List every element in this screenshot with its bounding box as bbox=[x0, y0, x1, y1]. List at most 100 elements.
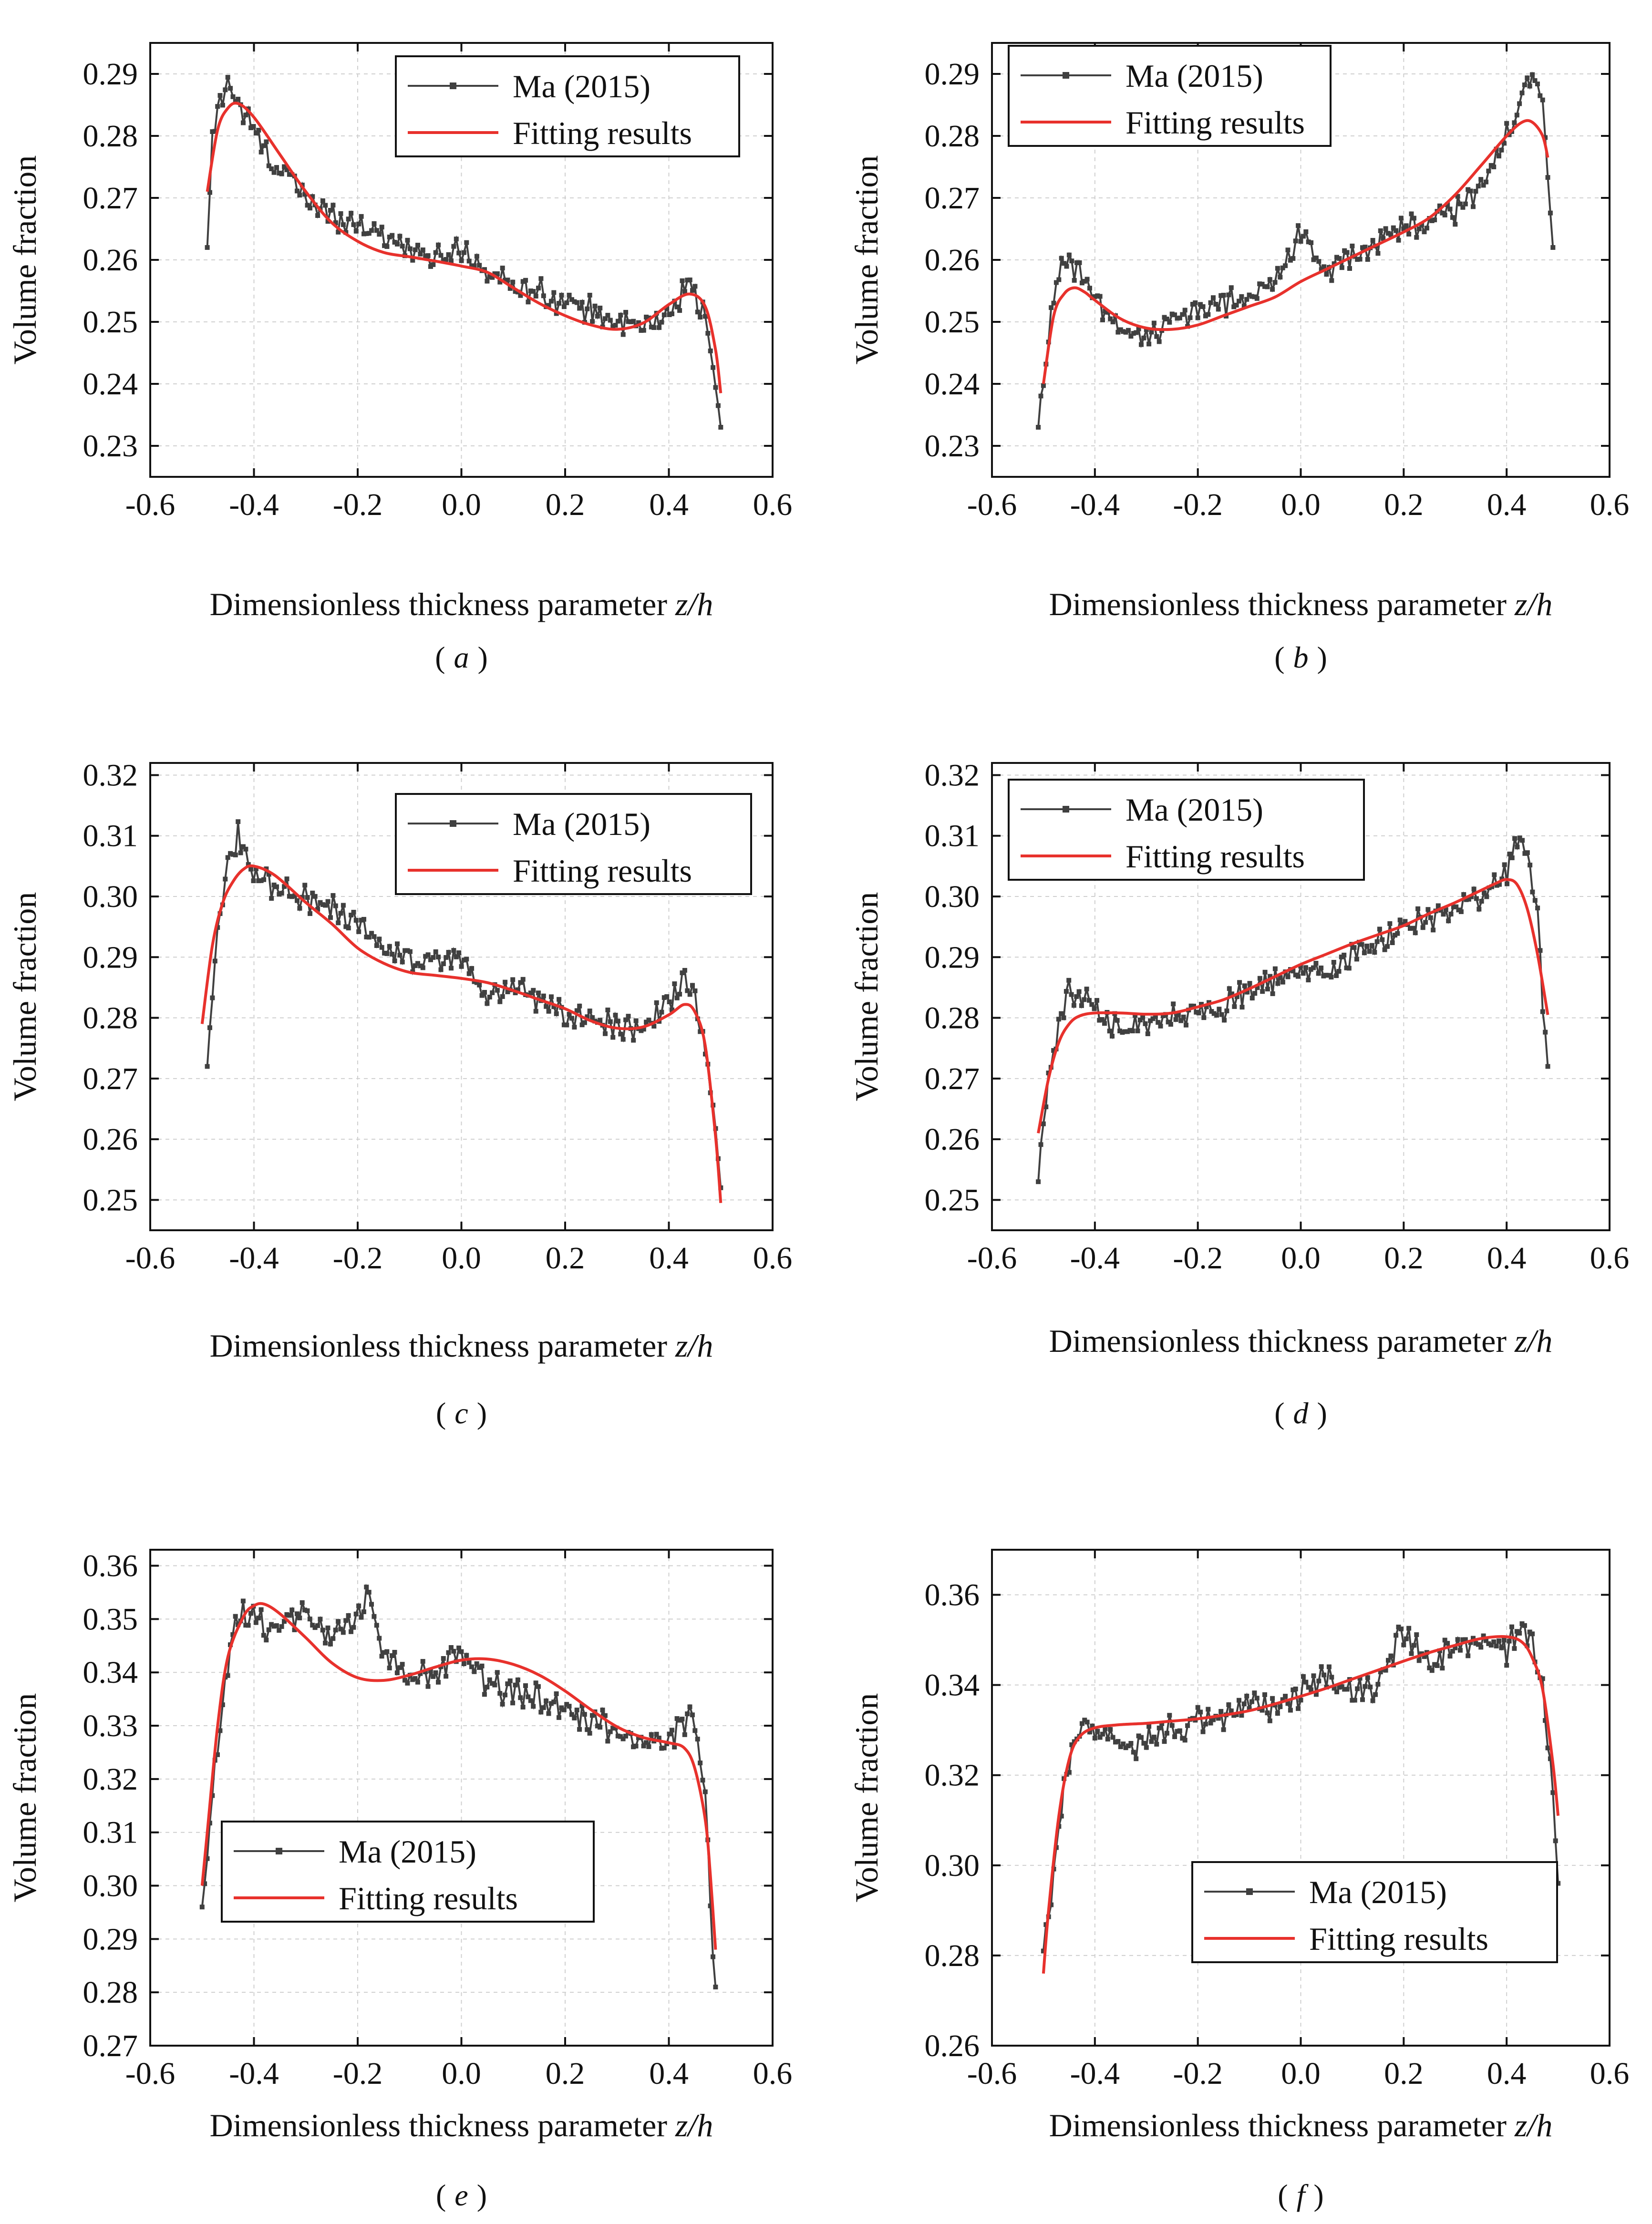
caption-close: ) bbox=[1317, 640, 1327, 674]
data-point bbox=[1395, 931, 1400, 936]
data-point bbox=[1401, 226, 1406, 231]
data-point bbox=[1280, 979, 1285, 985]
data-point bbox=[451, 244, 456, 249]
x-tick-label: -0.6 bbox=[967, 1241, 1017, 1276]
data-point bbox=[628, 319, 633, 324]
data-point bbox=[670, 311, 674, 317]
data-point bbox=[1227, 986, 1232, 991]
data-point bbox=[292, 893, 297, 898]
data-point bbox=[330, 203, 336, 208]
data-point bbox=[567, 1012, 572, 1017]
chart-panel-c: -0.6 -0.4 -0.2 0.0 0.2 0.4 0.6 0.25 0.26 0.27 0.28… bbox=[7, 758, 792, 1430]
data-point bbox=[248, 125, 254, 130]
data-point bbox=[1473, 1641, 1478, 1646]
x-tick-label: -0.2 bbox=[1173, 487, 1222, 522]
data-point bbox=[718, 425, 723, 430]
data-point bbox=[1509, 1624, 1514, 1629]
data-point bbox=[585, 306, 590, 311]
data-point bbox=[302, 883, 308, 888]
data-point bbox=[472, 263, 477, 268]
data-point bbox=[659, 319, 664, 325]
data-point bbox=[1169, 311, 1175, 317]
series-measured-ma-2015 bbox=[1036, 835, 1550, 1184]
data-point bbox=[212, 958, 217, 964]
data-point bbox=[569, 1016, 574, 1021]
data-point bbox=[364, 1585, 369, 1590]
y-tick-label: 0.28 bbox=[925, 1938, 980, 1973]
caption-letter: b bbox=[1293, 640, 1309, 674]
data-point bbox=[1255, 985, 1260, 990]
data-point bbox=[1388, 1653, 1394, 1658]
data-point bbox=[656, 1735, 661, 1740]
data-point bbox=[1532, 898, 1538, 903]
legend-label: Ma (2015) bbox=[1125, 792, 1263, 828]
data-point bbox=[433, 250, 438, 255]
data-point bbox=[415, 961, 420, 966]
data-point bbox=[1150, 1016, 1156, 1021]
data-point bbox=[359, 214, 364, 219]
data-point bbox=[1079, 1003, 1084, 1008]
data-point bbox=[1540, 97, 1545, 103]
y-tick-label: 0.24 bbox=[925, 367, 980, 402]
chart-panel-f: -0.6 -0.4 -0.2 0.0 0.2 0.4 0.6 0.26 0.28 0.30 0.32… bbox=[848, 1549, 1629, 2212]
data-point bbox=[1173, 1017, 1178, 1022]
y-tick-label: 0.36 bbox=[83, 1549, 138, 1584]
data-point bbox=[431, 955, 436, 960]
data-point bbox=[1532, 78, 1538, 83]
data-point bbox=[1545, 1745, 1550, 1750]
data-point bbox=[1203, 1721, 1208, 1727]
data-point bbox=[230, 94, 236, 99]
data-point bbox=[1092, 1736, 1097, 1740]
data-point bbox=[1247, 1706, 1252, 1711]
data-point bbox=[1375, 251, 1381, 256]
data-point bbox=[1423, 920, 1428, 925]
data-point bbox=[1134, 1756, 1139, 1761]
panel-caption: (b) bbox=[1274, 640, 1327, 674]
data-point bbox=[1329, 975, 1334, 980]
data-point bbox=[1390, 940, 1395, 945]
data-point bbox=[1409, 1651, 1414, 1656]
data-point bbox=[1540, 1009, 1545, 1014]
data-point bbox=[590, 1713, 595, 1718]
data-point bbox=[674, 1716, 680, 1721]
data-point bbox=[554, 1691, 559, 1696]
data-point bbox=[1326, 1664, 1332, 1669]
data-point bbox=[1074, 994, 1079, 999]
data-point bbox=[538, 276, 544, 281]
data-point bbox=[1198, 1709, 1203, 1715]
data-point bbox=[1158, 1023, 1163, 1029]
data-point bbox=[657, 325, 662, 330]
data-point bbox=[685, 278, 690, 283]
data-point bbox=[574, 1708, 579, 1713]
data-point bbox=[687, 1704, 692, 1709]
data-point bbox=[323, 203, 328, 208]
data-point bbox=[505, 989, 510, 994]
data-point bbox=[500, 266, 505, 271]
data-point bbox=[444, 1674, 449, 1679]
data-point bbox=[315, 1623, 320, 1628]
x-tick-label: 0.2 bbox=[546, 1241, 585, 1276]
data-point bbox=[1517, 1631, 1522, 1636]
data-point bbox=[1218, 293, 1224, 298]
series-fitting-results bbox=[1042, 119, 1549, 384]
data-point bbox=[1139, 342, 1144, 347]
data-point bbox=[1139, 1735, 1144, 1740]
data-point bbox=[233, 99, 238, 104]
data-point bbox=[1275, 266, 1280, 271]
data-point bbox=[677, 308, 682, 313]
data-point bbox=[1209, 1009, 1214, 1014]
data-point bbox=[444, 955, 449, 960]
data-point bbox=[1501, 1637, 1507, 1643]
data-point bbox=[459, 1649, 464, 1654]
data-point bbox=[238, 850, 243, 855]
legend-label: Fitting results bbox=[1125, 838, 1305, 875]
data-point bbox=[1113, 1740, 1118, 1745]
data-point bbox=[397, 1665, 403, 1670]
data-point bbox=[1182, 1738, 1187, 1743]
data-point bbox=[333, 1627, 338, 1633]
y-tick-label: 0.27 bbox=[925, 181, 980, 216]
data-point bbox=[1275, 981, 1280, 986]
data-point bbox=[1105, 309, 1110, 315]
data-point bbox=[610, 1726, 616, 1731]
data-point bbox=[366, 231, 372, 236]
